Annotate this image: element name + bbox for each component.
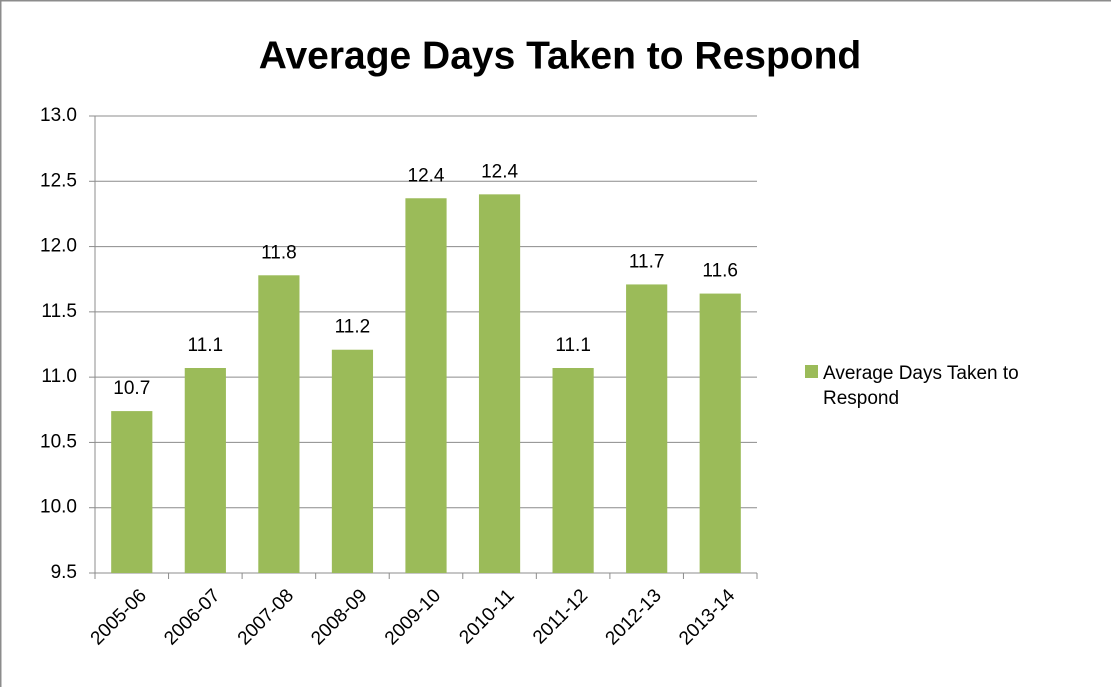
data-label: 11.1: [555, 335, 591, 356]
legend-swatch: [805, 365, 818, 378]
x-tick-label: 2005-06: [87, 585, 151, 649]
data-label: 11.1: [188, 335, 224, 356]
bar: [478, 194, 521, 574]
y-tick-label: 12.0: [40, 236, 77, 257]
x-tick-label: 2011-12: [529, 585, 592, 648]
y-tick-label: 10.0: [40, 497, 77, 518]
bar: [626, 284, 668, 573]
bar: [111, 411, 153, 573]
data-label: 12.4: [408, 165, 445, 186]
bar: [552, 368, 594, 573]
y-tick-label: 13.0: [40, 105, 77, 126]
y-tick-label: 11.5: [41, 301, 77, 322]
y-tick-label: 12.5: [40, 170, 77, 191]
data-label: 12.4: [481, 161, 518, 182]
data-label: 11.6: [702, 261, 738, 282]
x-tick-label: 2008-09: [307, 585, 371, 649]
data-label: 11.8: [261, 242, 297, 263]
legend-label: Average Days Taken to Respond: [823, 363, 1019, 409]
x-tick-label: 2007-08: [234, 585, 298, 649]
x-tick-label: 2013-14: [675, 585, 739, 649]
bar: [405, 198, 447, 573]
x-tick-label: 2009-10: [381, 585, 445, 649]
y-tick-label: 11.0: [41, 366, 77, 387]
bar: [258, 275, 300, 573]
bar: [184, 368, 226, 573]
chart-title: Average Days Taken to Respond: [259, 34, 862, 77]
data-label: 11.2: [335, 317, 371, 338]
data-label: 11.7: [629, 251, 665, 272]
y-tick-label: 10.5: [40, 431, 77, 452]
y-tick-label: 9.5: [51, 562, 77, 583]
bar: [331, 349, 374, 573]
data-label: 10.7: [113, 378, 150, 399]
x-tick-label: 2006-07: [160, 585, 224, 649]
x-tick-label: 2012-13: [602, 585, 666, 649]
bar: [699, 293, 741, 573]
x-tick-label: 2010-11: [455, 585, 518, 648]
